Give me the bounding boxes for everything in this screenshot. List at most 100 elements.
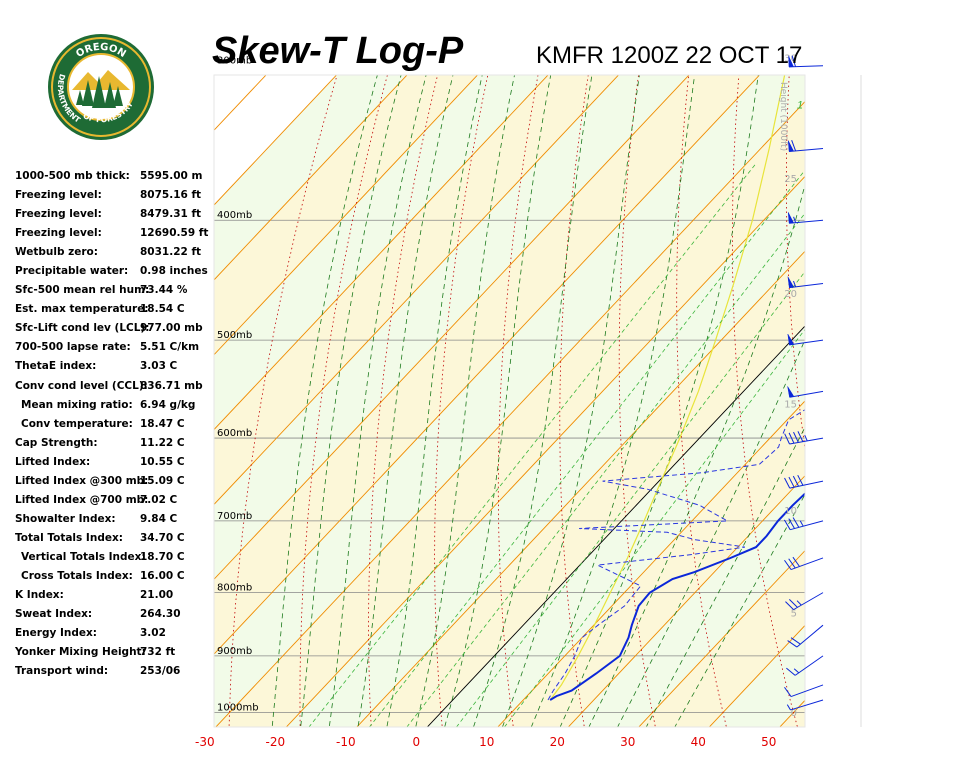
index-row: Showalter Index: 9.84 C — [15, 511, 215, 530]
mixing-ratio-label: 3 — [884, 100, 891, 112]
wind-barb-flag — [787, 386, 795, 398]
wind-barb — [787, 140, 824, 152]
index-row: Precipitable water: 0.98 inches — [15, 263, 215, 282]
zero-isotherm-line — [426, 325, 805, 727]
index-value: 34.70 C — [140, 531, 185, 544]
wind-barb-full — [788, 558, 796, 569]
index-label: Lifted Index: — [15, 455, 91, 468]
index-row: Yonker Mixing Height: 732 ft — [15, 644, 215, 663]
dry-adiabat-line — [618, 75, 656, 727]
wind-barb-half — [793, 280, 797, 288]
dry-adiabat-line — [676, 75, 727, 727]
wind-barb-full — [791, 140, 797, 152]
index-label: Est. max temperature: — [15, 303, 149, 316]
moist-adiabat-line — [328, 75, 427, 727]
wind-barb-staff — [789, 219, 824, 224]
dry-adiabat-lines — [228, 0, 960, 744]
index-row: Conv temperature: 18.47 C — [15, 416, 215, 435]
wind-barb-staff — [789, 480, 824, 489]
wind-barb — [784, 684, 824, 698]
wind-barb-staff — [789, 148, 824, 152]
wind-barb — [784, 474, 824, 489]
wind-barb-full — [793, 431, 799, 443]
height-axis: Height (1000ft)05101520253035404550 — [778, 54, 797, 719]
wind-barb-staff — [789, 65, 824, 68]
wind-barb-full — [792, 475, 799, 487]
wind-barb-half — [793, 216, 797, 223]
mixing-ratio-label: 1 — [797, 100, 803, 112]
wind-barb-full — [788, 476, 795, 488]
isotherm-line — [214, 75, 690, 580]
dry-adiabat-line — [839, 0, 946, 744]
index-value: 253/06 — [140, 665, 181, 678]
mixing-ratio-label: 2 — [849, 100, 856, 112]
wind-barb — [784, 431, 824, 445]
height-tick-label: 10 — [784, 506, 797, 517]
index-value: 6.94 g/kg — [140, 398, 196, 411]
height-tick-label: 0 — [791, 708, 797, 719]
index-label: Showalter Index: — [15, 512, 116, 525]
index-value: 8031.22 ft — [140, 246, 202, 259]
isotherm-line — [214, 75, 408, 281]
wind-barb-staff — [789, 339, 824, 346]
index-row: Mean mixing ratio: 6.94 g/kg — [15, 397, 215, 416]
isotherm-line — [215, 100, 805, 727]
index-row: K Index: 21.00 — [15, 587, 215, 606]
wind-barb — [786, 655, 824, 676]
stability-indices-panel: 1000-500 mb thick: 5595.00 m Freezing leve… — [15, 168, 215, 682]
index-row: Sweat Index: 264.30 — [15, 606, 215, 625]
index-value: 73.44 % — [140, 284, 188, 297]
x-tick-label: 10 — [479, 735, 494, 749]
isotherm-line — [214, 75, 761, 655]
dry-adiabat-line — [939, 0, 960, 744]
isotherm-line — [835, 0, 960, 744]
wind-barb-staff — [789, 390, 824, 398]
index-row: Cap Strength: 11.22 C — [15, 435, 215, 454]
mixing-ratio-label: 5 — [927, 100, 934, 112]
isotherm-line — [285, 175, 805, 727]
wind-barb — [783, 517, 824, 531]
mixing-ratio-line — [368, 169, 805, 727]
index-row: 1000-500 mb thick: 5595.00 m — [15, 168, 215, 187]
index-row: Freezing level: 12690.59 ft — [15, 225, 215, 244]
index-row: Sfc-500 mean rel hum: 73.44 % — [15, 282, 215, 301]
wind-barb-full — [784, 686, 792, 697]
index-label: Mean mixing ratio: — [21, 398, 133, 411]
wind-barb-staff — [793, 592, 824, 611]
wind-barb-full — [787, 640, 798, 648]
wind-barb-staff — [794, 655, 824, 676]
dry-adiabat-line — [890, 0, 960, 744]
x-axis-ticks: -30 -20 -10 0 10 20 30 40 50 — [195, 735, 776, 749]
pressure-label: 1000mb — [217, 703, 259, 714]
wind-barb — [784, 556, 824, 571]
wind-barb — [787, 276, 824, 289]
isotherm-line — [214, 75, 338, 206]
x-tick-label: 0 — [412, 735, 420, 749]
index-value: 3.03 C — [140, 360, 178, 373]
index-row: Lifted Index: 10.55 C — [15, 454, 215, 473]
temperature-trace — [549, 492, 805, 701]
index-row: Est. max temperature: 18.54 C — [15, 301, 215, 320]
height-tick-label: 30 — [784, 54, 797, 65]
wind-barb-half — [796, 600, 802, 606]
station-datetime: KMFR 1200Z 22 OCT 17 — [536, 42, 803, 69]
pressure-label: 500mb — [217, 330, 252, 341]
index-value: 836.71 mb — [140, 379, 203, 392]
index-label: Wetbulb zero: — [15, 246, 98, 259]
index-row: Total Totals Index: 34.70 C — [15, 530, 215, 549]
zero-isotherm — [426, 325, 805, 727]
index-value: 10.55 C — [140, 455, 185, 468]
index-value: 12690.59 ft — [140, 227, 209, 240]
wind-barbs — [783, 55, 824, 711]
index-label: Sfc-Lift cond lev (LCL): — [15, 322, 150, 335]
mixing-ratio-line — [503, 328, 805, 727]
parcel-trace — [549, 75, 786, 701]
index-label: Cap Strength: — [15, 436, 98, 449]
index-label: 1000-500 mb thick: — [15, 170, 130, 182]
index-label: Transport wind: — [15, 665, 109, 678]
index-label: Freezing level: — [15, 227, 102, 240]
index-value: 7.02 C — [140, 493, 178, 506]
index-row: Wetbulb zero: 8031.22 ft — [15, 244, 215, 263]
index-label: Conv temperature: — [21, 417, 133, 430]
